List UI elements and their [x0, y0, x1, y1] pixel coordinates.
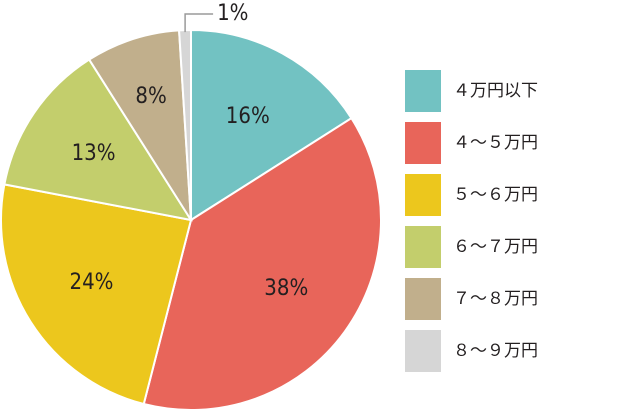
legend-swatch — [405, 278, 441, 320]
pie-slice — [190, 28, 353, 222]
legend-swatch — [405, 174, 441, 216]
leader-line — [184, 13, 214, 33]
legend-swatch — [405, 122, 441, 164]
legend-swatch — [405, 226, 441, 268]
legend-label: ８～９万円 — [453, 341, 538, 361]
pie-slice — [3, 58, 194, 222]
pie-slice — [142, 116, 382, 411]
pie-slice-label: 13% — [72, 141, 116, 166]
pie-slice-label: 8% — [135, 84, 166, 109]
pie-slice-label: 1% — [217, 1, 248, 26]
pie-slice-label: 38% — [264, 276, 308, 301]
pie-slice-label: 24% — [70, 270, 114, 295]
pie-slice-label: 16% — [226, 104, 270, 129]
pie-slice — [87, 29, 192, 221]
pie-slices — [0, 28, 382, 411]
legend-label: ４～５万円 — [453, 133, 538, 153]
legend: ４万円以下 ４～５万円 ５～６万円 ６～７万円 ７～８万円 ８～９万円 — [405, 70, 538, 372]
legend-swatch — [405, 330, 441, 372]
legend-label: ７～８万円 — [453, 289, 538, 309]
legend-label: ４万円以下 — [453, 81, 538, 101]
pie-labels: 16% 38% 24% 13% 8% 1% — [70, 1, 309, 301]
legend-label: ５～６万円 — [453, 185, 538, 205]
legend-label: ６～７万円 — [453, 237, 538, 257]
legend-swatch — [405, 70, 441, 112]
pie-slice — [0, 183, 193, 406]
